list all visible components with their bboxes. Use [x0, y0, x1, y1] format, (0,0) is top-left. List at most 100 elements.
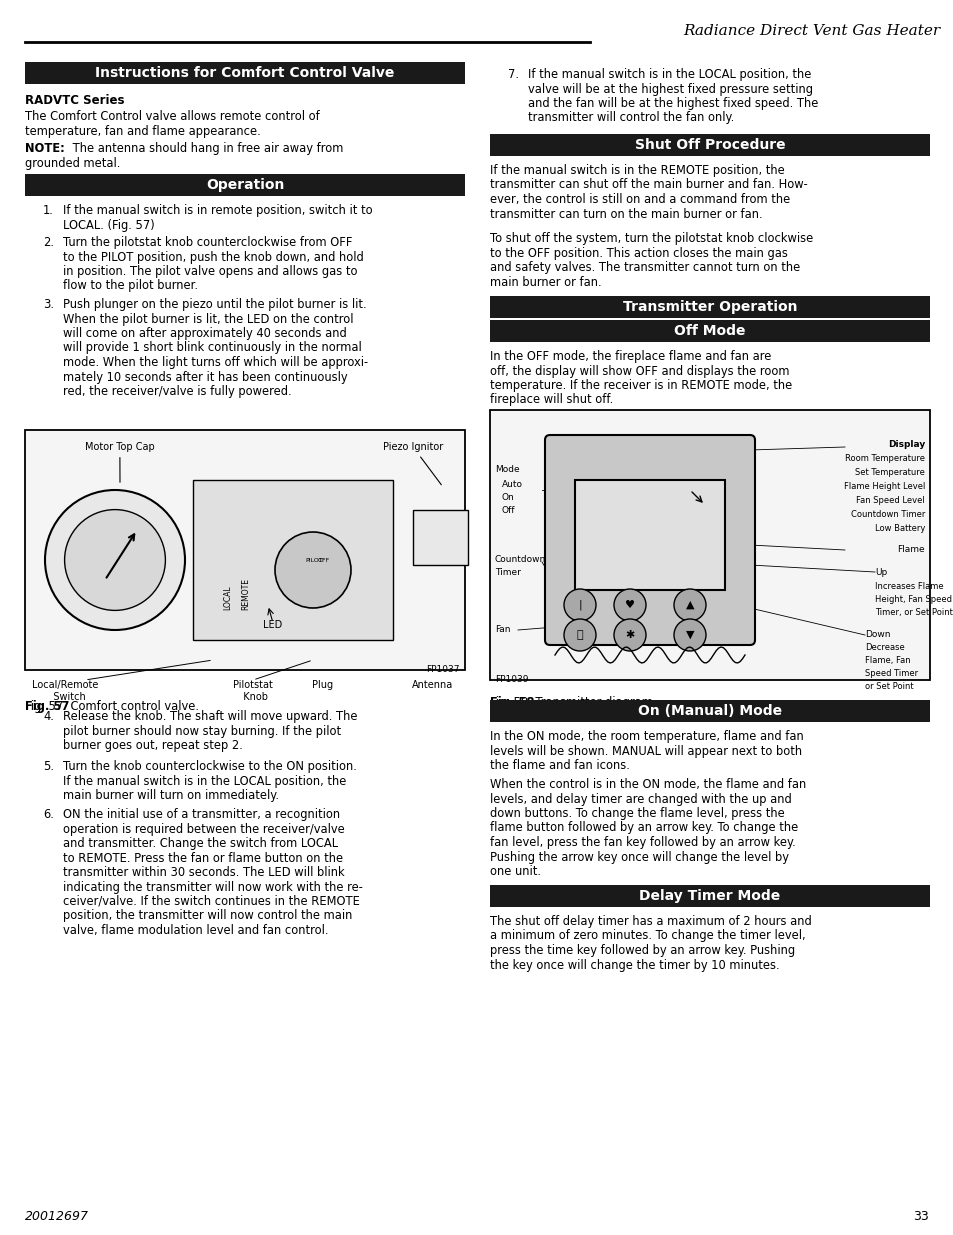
Text: Down: Down: [864, 630, 889, 638]
Text: To shut off the system, turn the pilotstat knob clockwise: To shut off the system, turn the pilotst…: [490, 232, 812, 245]
Circle shape: [673, 589, 705, 621]
Text: Antenna: Antenna: [412, 680, 453, 690]
Text: flame button followed by an arrow key. To change the: flame button followed by an arrow key. T…: [490, 821, 798, 835]
Text: Off Mode: Off Mode: [674, 324, 745, 338]
Text: If the manual switch is in the LOCAL position, the: If the manual switch is in the LOCAL pos…: [63, 774, 346, 788]
Bar: [413, 510, 468, 564]
Text: levels, and delay timer are changed with the up and: levels, and delay timer are changed with…: [490, 793, 791, 805]
Text: On: On: [501, 493, 515, 501]
Text: 4.: 4.: [43, 710, 53, 722]
Text: one unit.: one unit.: [490, 864, 540, 878]
Text: and the fan will be at the highest fixed speed. The: and the fan will be at the highest fixed…: [527, 98, 818, 110]
Text: |: |: [578, 600, 581, 610]
Text: down buttons. To change the flame level, press the: down buttons. To change the flame level,…: [490, 806, 784, 820]
Text: LOCAL: LOCAL: [223, 585, 232, 610]
Bar: [575, 480, 724, 590]
Text: 5.: 5.: [43, 760, 54, 773]
Text: FP1039: FP1039: [495, 676, 528, 684]
Text: In the ON mode, the room temperature, flame and fan: In the ON mode, the room temperature, fl…: [490, 730, 803, 743]
Text: When the pilot burner is lit, the LED on the control: When the pilot burner is lit, the LED on…: [63, 312, 354, 326]
Text: When the control is in the ON mode, the flame and fan: When the control is in the ON mode, the …: [490, 778, 805, 790]
Text: a minimum of zero minutes. To change the timer level,: a minimum of zero minutes. To change the…: [490, 930, 804, 942]
Text: OFF: OFF: [317, 558, 330, 563]
Text: in position. The pilot valve opens and allows gas to: in position. The pilot valve opens and a…: [63, 266, 357, 278]
Text: REMOTE: REMOTE: [241, 578, 250, 610]
Text: Plug: Plug: [313, 680, 334, 690]
Circle shape: [274, 532, 351, 608]
Text: Pushing the arrow key once will change the level by: Pushing the arrow key once will change t…: [490, 851, 788, 863]
FancyBboxPatch shape: [544, 435, 754, 645]
Text: FP1037: FP1037: [426, 664, 459, 674]
Text: Auto: Auto: [501, 480, 522, 489]
Bar: [25, 430, 464, 671]
Text: to the PILOT position, push the knob down, and hold: to the PILOT position, push the knob dow…: [63, 251, 363, 263]
Text: and safety valves. The transmitter cannot turn on the: and safety valves. The transmitter canno…: [490, 261, 800, 274]
Text: Shut Off Procedure: Shut Off Procedure: [634, 138, 784, 152]
Text: 7.: 7.: [507, 68, 518, 82]
Circle shape: [563, 589, 596, 621]
Text: Up: Up: [874, 568, 886, 577]
Bar: [490, 700, 929, 722]
Text: or Set Point: or Set Point: [864, 682, 913, 692]
Bar: [490, 410, 929, 680]
Text: RADVTC Series: RADVTC Series: [25, 94, 125, 107]
Text: main burner will turn on immediately.: main burner will turn on immediately.: [63, 789, 278, 802]
Text: Decrease: Decrease: [864, 643, 903, 652]
Text: red, the receiver/valve is fully powered.: red, the receiver/valve is fully powered…: [63, 385, 292, 398]
Text: Radiance Direct Vent Gas Heater: Radiance Direct Vent Gas Heater: [682, 23, 939, 38]
Text: Flame, Fan: Flame, Fan: [864, 656, 910, 664]
Text: The antenna should hang in free air away from: The antenna should hang in free air away…: [69, 142, 343, 156]
Circle shape: [673, 619, 705, 651]
Text: Set Temperature: Set Temperature: [854, 468, 924, 477]
Text: Motor Top Cap: Motor Top Cap: [85, 442, 154, 482]
Text: levels will be shown. MANUAL will appear next to both: levels will be shown. MANUAL will appear…: [490, 745, 801, 757]
Text: Turn the pilotstat knob counterclockwise from OFF: Turn the pilotstat knob counterclockwise…: [63, 236, 352, 249]
Text: LOCAL. (Fig. 57): LOCAL. (Fig. 57): [63, 219, 154, 231]
Text: pilot burner should now stay burning. If the pilot: pilot burner should now stay burning. If…: [63, 725, 341, 737]
Text: In the OFF mode, the fireplace flame and fan are: In the OFF mode, the fireplace flame and…: [490, 350, 771, 363]
Text: to the OFF position. This action closes the main gas: to the OFF position. This action closes …: [490, 247, 787, 259]
Bar: [25, 174, 464, 196]
Text: the flame and fan icons.: the flame and fan icons.: [490, 760, 629, 772]
Text: Room Temperature: Room Temperature: [844, 454, 924, 463]
Circle shape: [563, 619, 596, 651]
Text: and transmitter. Change the switch from LOCAL: and transmitter. Change the switch from …: [63, 837, 337, 850]
Text: to REMOTE. Press the fan or flame button on the: to REMOTE. Press the fan or flame button…: [63, 851, 343, 864]
Text: Turn the knob counterclockwise to the ON position.: Turn the knob counterclockwise to the ON…: [63, 760, 356, 773]
Text: Fan Speed Level: Fan Speed Level: [856, 496, 924, 505]
Text: If the manual switch is in the LOCAL position, the: If the manual switch is in the LOCAL pos…: [527, 68, 810, 82]
Text: Transmitter Operation: Transmitter Operation: [622, 300, 797, 314]
Text: ✱: ✱: [624, 630, 634, 640]
Text: mode. When the light turns off which will be approxi-: mode. When the light turns off which wil…: [63, 356, 368, 369]
Text: Fig. 57: Fig. 57: [25, 700, 70, 713]
Bar: [490, 885, 929, 906]
Text: If the manual switch is in remote position, switch it to: If the manual switch is in remote positi…: [63, 204, 373, 217]
Circle shape: [65, 510, 165, 610]
Text: transmitter within 30 seconds. The LED will blink: transmitter within 30 seconds. The LED w…: [63, 866, 344, 879]
Text: main burner or fan.: main burner or fan.: [490, 275, 601, 289]
Circle shape: [45, 490, 185, 630]
Text: Pilotstat
  Knob: Pilotstat Knob: [233, 680, 273, 701]
Text: LED: LED: [263, 620, 282, 630]
Text: operation is required between the receiver/valve: operation is required between the receiv…: [63, 823, 344, 836]
Text: Fan: Fan: [495, 625, 510, 634]
Text: ON the initial use of a transmitter, a recognition: ON the initial use of a transmitter, a r…: [63, 808, 340, 821]
Text: ⌚: ⌚: [576, 630, 582, 640]
Text: mately 10 seconds after it has been continuously: mately 10 seconds after it has been cont…: [63, 370, 347, 384]
Text: Timer: Timer: [495, 568, 520, 577]
Text: transmitter will control the fan only.: transmitter will control the fan only.: [527, 111, 734, 125]
Text: Speed Timer: Speed Timer: [864, 669, 917, 678]
Text: burner goes out, repeat step 2.: burner goes out, repeat step 2.: [63, 739, 243, 752]
Text: press the time key followed by an arrow key. Pushing: press the time key followed by an arrow …: [490, 944, 794, 957]
Text: ♥: ♥: [624, 600, 635, 610]
Text: Operation: Operation: [206, 178, 284, 191]
Text: 3.: 3.: [43, 298, 54, 311]
Text: position, the transmitter will now control the main: position, the transmitter will now contr…: [63, 909, 352, 923]
Text: PILOT: PILOT: [305, 558, 322, 563]
Text: will come on after approximately 40 seconds and: will come on after approximately 40 seco…: [63, 327, 346, 340]
Text: Flame Height Level: Flame Height Level: [842, 482, 924, 492]
Text: temperature, fan and flame appearance.: temperature, fan and flame appearance.: [25, 125, 260, 137]
Text: transmitter can shut off the main burner and fan. How-: transmitter can shut off the main burner…: [490, 179, 807, 191]
Text: Display: Display: [887, 440, 924, 450]
Text: Local/Remote
   Switch: Local/Remote Switch: [31, 680, 98, 701]
